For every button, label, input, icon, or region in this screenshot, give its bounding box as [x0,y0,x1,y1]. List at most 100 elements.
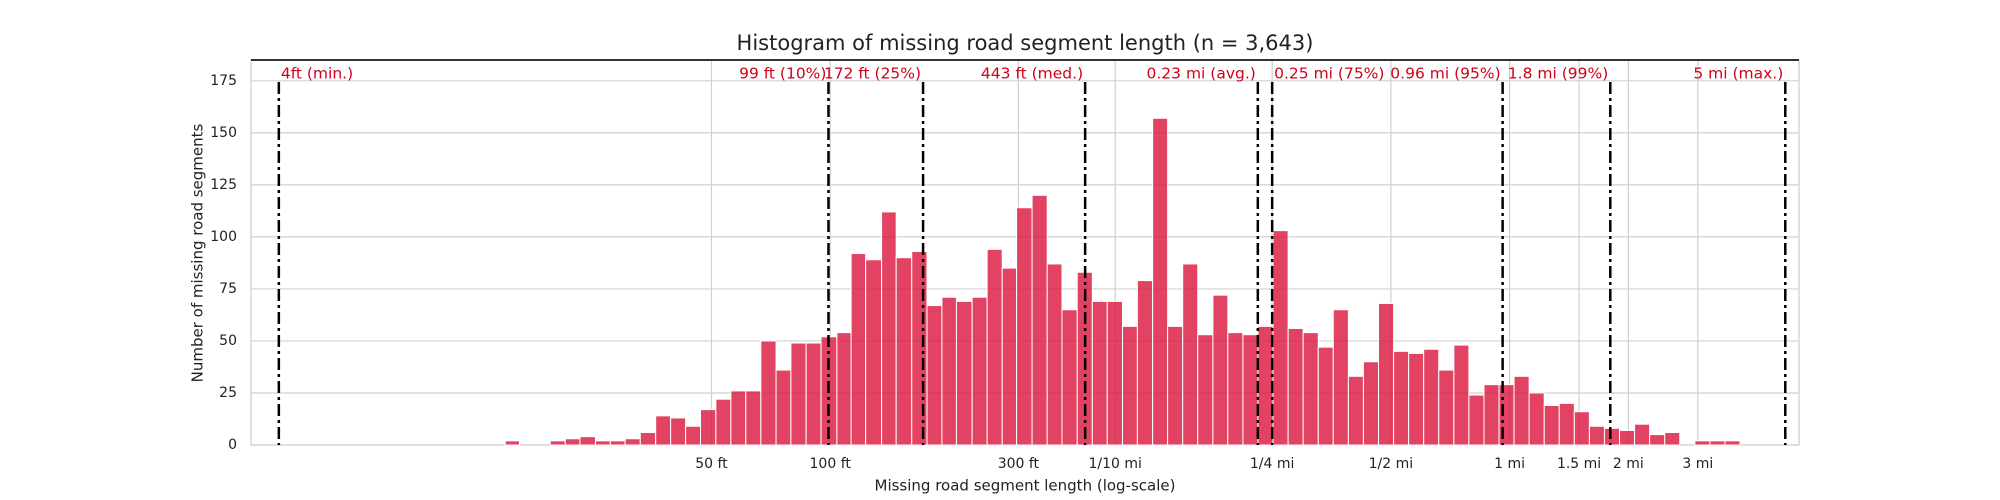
bar [1362,361,1380,446]
bar [730,390,747,446]
bar [760,340,777,446]
bar [1227,332,1244,446]
bar [1197,334,1214,446]
bar [579,436,596,446]
bar [926,305,943,446]
y-tick-label: 100 [210,229,237,245]
bar [1619,429,1636,446]
marker-label: 4ft (min.) [281,65,353,83]
bar [1122,325,1138,446]
y-tick-label: 75 [219,281,237,297]
bar [594,440,611,446]
bar [670,417,687,446]
bar [1272,230,1289,446]
bar [1302,332,1319,446]
bar [881,211,897,446]
bar [685,425,702,446]
bar [1242,334,1259,446]
bar [986,248,1003,446]
bar [971,296,988,446]
x-axis-label: Missing road segment length (log-scale) [875,477,1176,495]
bar [1453,344,1470,446]
marker-label: 172 ft (25%) [824,65,921,83]
bar [504,440,520,446]
marker-label: 0.23 mi (avg.) [1147,65,1256,83]
bar [941,296,957,446]
bar [1332,309,1349,446]
x-tick-label: 2 mi [1613,456,1644,472]
bar [850,253,867,446]
bar [1588,425,1605,446]
bar [1513,375,1530,446]
bar [775,369,792,446]
bar [624,438,641,446]
bar [790,342,807,446]
bar [895,257,913,446]
chart-title: Histogram of missing road segment length… [737,31,1314,55]
y-tick-label: 25 [219,385,237,401]
bar [1091,300,1108,446]
bar [1483,384,1500,446]
bar [1694,440,1711,446]
bar [1016,207,1033,446]
x-tick-label: 1.5 mi [1557,456,1601,472]
y-tick-label: 125 [210,177,237,193]
bar [1061,309,1078,446]
bar [1182,263,1199,446]
bar [1046,263,1063,446]
bar [1408,352,1425,446]
bar [655,415,672,446]
bar [1724,440,1741,446]
bar [1001,267,1018,446]
y-axis-label: Number of missing road segments [189,123,207,382]
bar [1212,294,1229,446]
bar [1257,325,1274,446]
marker-label: 99 ft (10%) [739,65,826,83]
bar [1498,384,1515,446]
bar [805,342,822,446]
x-tick-label: 3 mi [1682,456,1713,472]
bar [700,409,717,446]
bar [1543,404,1560,446]
bar [955,300,973,446]
bar [1136,280,1154,446]
bar [1347,375,1364,446]
bar [1031,194,1048,446]
marker-label: 0.25 mi (75%) [1274,65,1384,83]
bar [639,432,657,446]
bar [609,440,626,446]
bar [1167,325,1184,446]
marker-label: 1.8 mi (99%) [1508,65,1608,83]
y-tick-label: 50 [219,333,237,349]
x-tick-label: 50 ft [695,456,728,472]
bar [549,440,566,446]
bar [1649,434,1666,446]
bar [1152,117,1169,446]
bar [1573,411,1590,446]
bar [1438,369,1455,446]
bar [865,259,883,446]
x-tick-label: 1/4 mi [1250,456,1295,472]
bar [1558,402,1575,446]
bar [911,250,928,446]
x-tick-label: 1/2 mi [1369,456,1414,472]
bar [1378,302,1395,446]
marker-label: 5 mi (max.) [1693,65,1783,83]
bar [1423,348,1440,446]
bar [1287,327,1304,446]
bar [1603,427,1621,446]
y-tick-label: 175 [210,73,237,89]
bar [745,390,762,446]
bar [1634,423,1651,446]
marker-label: 0.96 mi (95%) [1390,65,1500,83]
bar [1468,394,1485,446]
marker-label: 443 ft (med.) [981,65,1083,83]
bar [836,332,852,446]
x-tick-label: 300 ft [998,456,1040,472]
x-tick-label: 100 ft [810,456,852,472]
bar [1664,432,1681,446]
y-tick-label: 0 [228,437,237,453]
x-tick-label: 1 mi [1494,456,1525,472]
bar [715,398,732,446]
